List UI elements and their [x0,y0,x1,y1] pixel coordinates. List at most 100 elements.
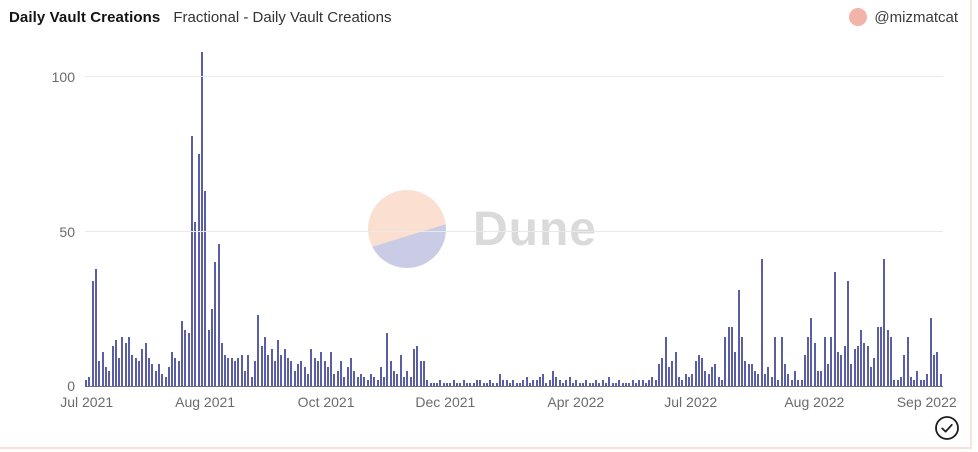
bar[interactable] [585,379,588,386]
bar[interactable] [893,379,896,386]
bar[interactable] [369,373,372,386]
bar[interactable] [846,280,849,386]
bar[interactable] [899,376,902,386]
bar[interactable] [396,373,399,386]
bar[interactable] [903,355,906,386]
bar[interactable] [197,154,200,386]
bar[interactable] [820,370,823,386]
bar[interactable] [240,355,243,386]
bar[interactable] [94,268,97,386]
bar[interactable] [823,336,826,386]
bar[interactable] [482,382,485,386]
bar[interactable] [883,259,886,386]
bar[interactable] [562,382,564,386]
bar[interactable] [747,364,750,386]
bar[interactable] [621,382,624,386]
bar[interactable] [379,367,382,386]
bar[interactable] [499,373,502,386]
bar[interactable] [724,336,727,386]
bar[interactable] [343,376,346,386]
bar[interactable] [793,370,796,386]
bar[interactable] [701,358,704,386]
bar[interactable] [704,370,707,386]
bar[interactable] [214,262,217,386]
bar[interactable] [843,345,846,386]
bar[interactable] [797,379,800,386]
bar[interactable] [207,330,210,386]
bar[interactable] [575,379,578,386]
bar[interactable] [442,382,445,386]
bar[interactable] [568,376,571,386]
bar[interactable] [118,358,121,386]
bar[interactable] [340,361,343,386]
bar[interactable] [373,376,376,386]
bar[interactable] [509,382,511,386]
bar[interactable] [714,364,717,386]
bar[interactable] [880,327,882,386]
bar[interactable] [727,327,730,386]
bar[interactable] [273,361,276,386]
bar[interactable] [204,191,207,386]
bar[interactable] [906,336,909,386]
bar[interactable] [764,373,767,386]
bar[interactable] [913,379,916,386]
bar[interactable] [287,358,290,386]
bar[interactable] [439,379,442,386]
bar[interactable] [505,379,508,386]
bar[interactable] [827,364,829,386]
bar[interactable] [721,379,723,386]
bar[interactable] [810,318,813,386]
bar[interactable] [502,379,505,386]
bar[interactable] [283,348,286,386]
bar[interactable] [512,379,515,386]
bar[interactable] [760,259,763,386]
bar[interactable] [717,376,720,386]
bar[interactable] [850,364,853,386]
bar[interactable] [813,342,816,386]
bar[interactable] [860,330,863,386]
bar[interactable] [770,376,773,386]
bar[interactable] [697,355,700,386]
bar[interactable] [909,376,912,386]
bar[interactable] [210,308,213,386]
bar[interactable] [641,379,644,386]
bar[interactable] [293,370,296,386]
bar[interactable] [876,327,879,386]
bar[interactable] [588,382,591,386]
bar[interactable] [565,379,568,386]
bar[interactable] [200,52,203,386]
bar[interactable] [446,382,449,386]
bar[interactable] [436,382,439,386]
bar[interactable] [870,367,873,386]
bar[interactable] [651,376,654,386]
bar[interactable] [817,370,820,386]
bar[interactable] [661,358,664,386]
bar[interactable] [290,361,293,386]
bar[interactable] [303,367,306,386]
bar[interactable] [807,336,810,386]
bar[interactable] [628,382,631,386]
bar[interactable] [174,358,177,386]
bar[interactable] [191,135,193,386]
bar[interactable] [767,367,770,386]
bar[interactable] [336,370,339,386]
bar[interactable] [383,376,386,386]
bar[interactable] [234,361,237,386]
bar[interactable] [774,336,776,386]
bar[interactable] [422,361,425,386]
bar[interactable] [154,370,157,386]
bar[interactable] [896,379,899,386]
bar[interactable] [548,379,551,386]
bar[interactable] [694,361,697,386]
bar[interactable] [419,361,422,386]
bar[interactable] [316,361,319,386]
bar[interactable] [157,364,160,386]
bar[interactable] [184,330,187,386]
bar[interactable] [634,382,637,386]
bar[interactable] [658,364,661,386]
bar[interactable] [933,355,935,386]
bar[interactable] [919,379,922,386]
bar[interactable] [522,379,525,386]
bar[interactable] [581,382,584,386]
bar[interactable] [926,373,929,386]
